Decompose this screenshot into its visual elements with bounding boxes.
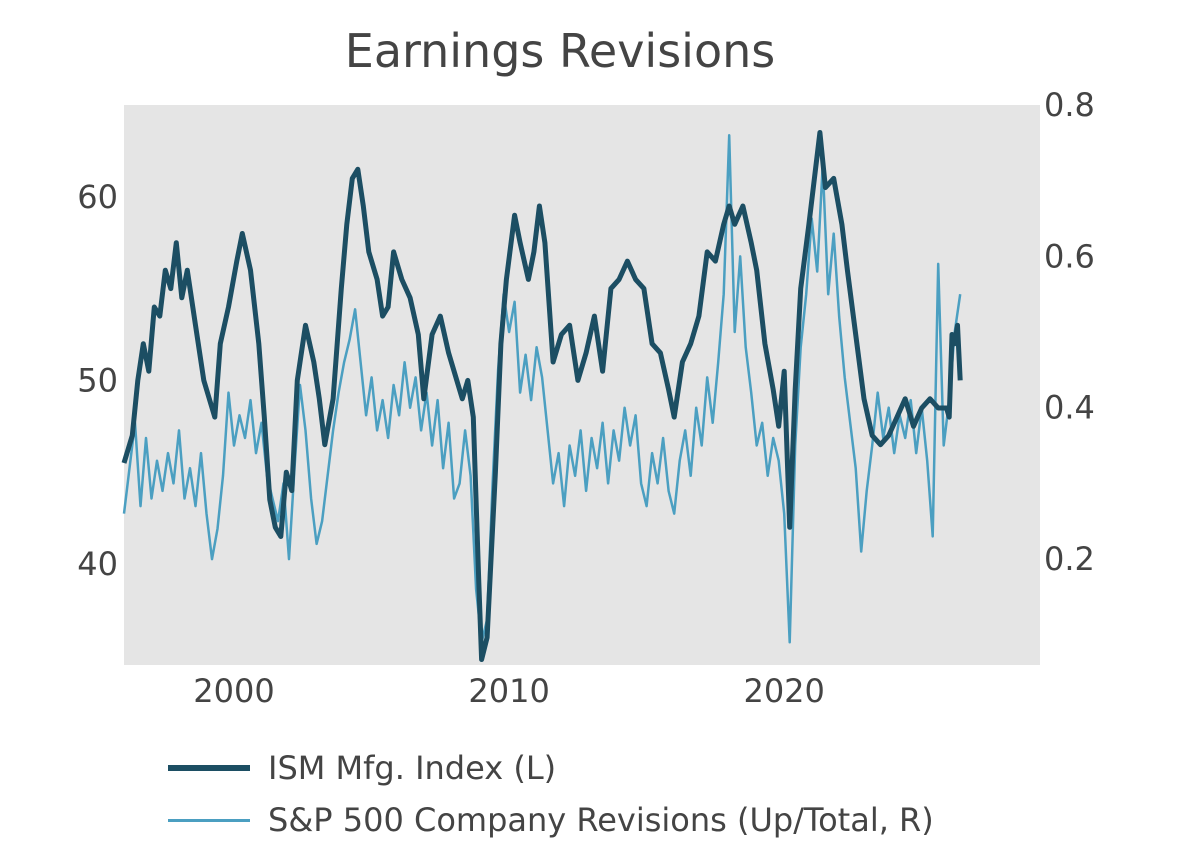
y-right-tick-label: 0.4 (1044, 389, 1095, 427)
y-left-tick-label: 50 (77, 361, 118, 399)
legend: ISM Mfg. Index (L) S&P 500 Company Revis… (168, 742, 934, 846)
y-right-tick-label: 0.2 (1044, 540, 1095, 578)
plot-area (124, 105, 1040, 665)
legend-label-revisions: S&P 500 Company Revisions (Up/Total, R) (268, 801, 934, 839)
y-right-tick-label: 0.8 (1044, 86, 1095, 124)
series-line-ism (121, 130, 963, 662)
ticks-layer: 2000 2010 2020 40 50 60 0.2 0.4 0.6 0.8 (77, 86, 1095, 710)
x-tick-label: 2000 (193, 672, 274, 710)
x-tick-label: 2010 (468, 672, 549, 710)
legend-swatch-revisions (168, 818, 250, 822)
legend-item-ism[interactable]: ISM Mfg. Index (L) (168, 742, 934, 794)
legend-item-revisions[interactable]: S&P 500 Company Revisions (Up/Total, R) (168, 794, 934, 846)
y-right-tick-label: 0.6 (1044, 237, 1095, 275)
legend-swatch-ism (168, 765, 250, 771)
series-line-revisions (122, 134, 962, 644)
series-layer (121, 130, 963, 662)
y-left-tick-label: 40 (77, 545, 118, 583)
chart-title: Earnings Revisions (344, 24, 776, 78)
y-left-tick-label: 60 (77, 178, 118, 216)
x-tick-label: 2020 (743, 672, 824, 710)
legend-label-ism: ISM Mfg. Index (L) (268, 749, 557, 787)
